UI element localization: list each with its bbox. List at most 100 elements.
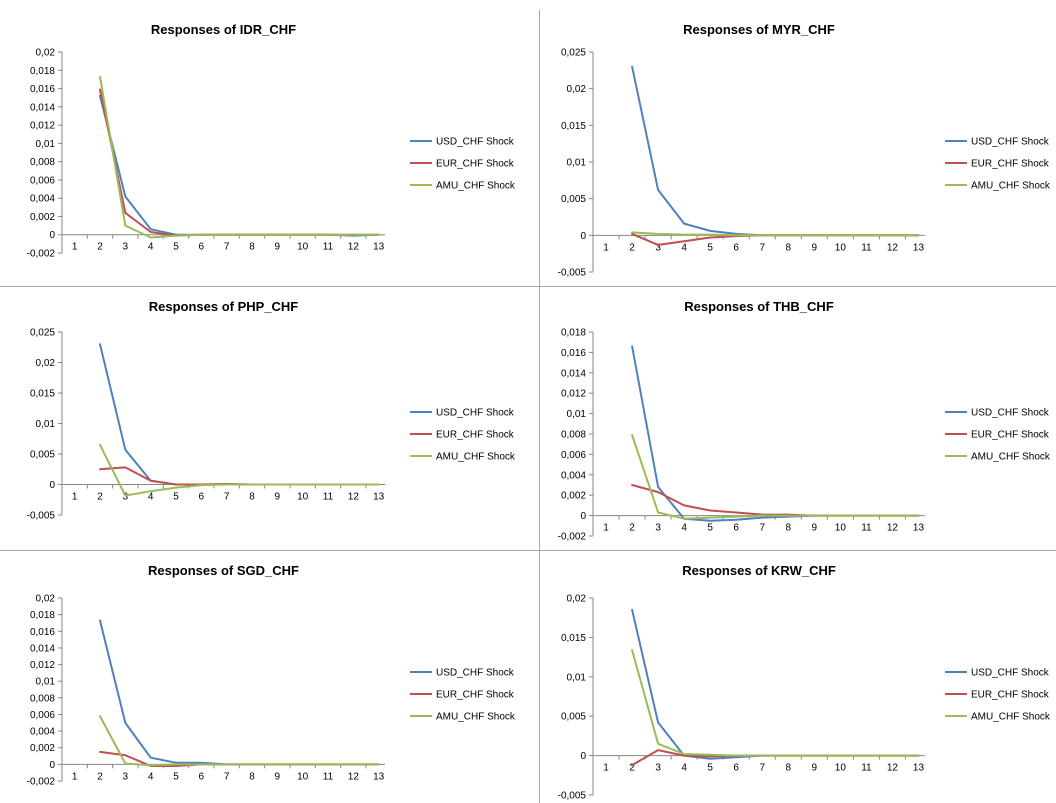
x-tick-label: 7 — [759, 242, 765, 253]
y-tick-label: 0,002 — [30, 212, 55, 223]
y-tick-label: 0,01 — [567, 672, 587, 683]
x-tick-label: 8 — [786, 523, 792, 534]
x-tick-label: 2 — [97, 242, 103, 253]
y-tick-label: 0 — [580, 231, 586, 242]
y-tick-label: 0,016 — [30, 627, 55, 638]
legend: USD_CHF Shock EUR_CHF Shock AMU_CHF Shock — [410, 668, 516, 723]
y-tick-label: 0 — [580, 511, 586, 522]
legend-label: AMU_CHF Shock — [436, 712, 516, 723]
horizontal-divider-1 — [0, 286, 1056, 287]
y-tick-label: 0,006 — [30, 710, 55, 721]
series-line-amu-chf-shock — [631, 231, 920, 237]
x-tick-label: 6 — [733, 242, 739, 253]
x-tick-label: 5 — [173, 771, 179, 782]
x-tick-label: 9 — [275, 492, 281, 503]
series-line-amu-chf-shock — [631, 649, 920, 757]
y-tick-label: 0,015 — [30, 389, 55, 400]
y-tick-label: 0,02 — [36, 594, 56, 605]
y-tick-label: 0,01 — [567, 409, 587, 420]
x-tick-label: 4 — [681, 242, 687, 253]
y-tick-label: 0,01 — [567, 158, 587, 169]
legend: USD_CHF Shock EUR_CHF Shock AMU_CHF Shock — [945, 668, 1051, 723]
x-tick-label: 8 — [249, 242, 255, 253]
y-tick-label: 0,014 — [561, 368, 586, 379]
x-tick-label: 3 — [655, 763, 661, 774]
vertical-divider — [539, 10, 540, 803]
y-tick-label: -0,005 — [558, 268, 587, 279]
y-tick-label: 0,008 — [30, 693, 55, 704]
x-tick-label: 6 — [199, 242, 205, 253]
x-tick-label: 4 — [148, 771, 154, 782]
x-tick-label: 10 — [297, 771, 309, 782]
x-tick-label: 5 — [173, 492, 179, 503]
x-tick-label: 3 — [655, 523, 661, 534]
legend-label: EUR_CHF Shock — [971, 430, 1050, 441]
x-tick-label: 7 — [759, 763, 765, 774]
x-tick-label: 5 — [707, 523, 713, 534]
y-tick-label: 0,005 — [561, 712, 586, 723]
series-line-usd-chf-shock — [631, 65, 920, 237]
chart-title: Responses of SGD_CHF — [148, 563, 299, 578]
x-tick-label: 10 — [835, 523, 847, 534]
x-tick-label: 13 — [373, 242, 385, 253]
y-tick-label: 0 — [49, 760, 55, 771]
x-tick-label: 7 — [224, 242, 230, 253]
y-tick-label: 0,016 — [561, 348, 586, 359]
y-tick-label: 0 — [49, 230, 55, 241]
series-line-eur-chf-shock — [631, 484, 920, 517]
y-tick-label: 0 — [49, 480, 55, 491]
x-tick-label: 12 — [348, 771, 360, 782]
x-tick-label: 13 — [913, 242, 925, 253]
legend: USD_CHF Shock EUR_CHF Shock AMU_CHF Shock — [945, 137, 1051, 192]
x-tick-label: 2 — [97, 492, 103, 503]
y-tick-label: 0,012 — [561, 389, 586, 400]
x-tick-label: 10 — [297, 242, 309, 253]
x-tick-label: 9 — [275, 771, 281, 782]
legend-label: EUR_CHF Shock — [971, 159, 1050, 170]
x-tick-label: 6 — [733, 763, 739, 774]
legend: USD_CHF Shock EUR_CHF Shock AMU_CHF Shock — [410, 408, 516, 463]
x-tick-label: 2 — [629, 523, 635, 534]
y-tick-label: -0,002 — [27, 777, 56, 788]
x-tick-label: 7 — [224, 492, 230, 503]
y-tick-label: 0,012 — [30, 121, 55, 132]
y-tick-label: 0,02 — [567, 594, 587, 605]
legend-label: USD_CHF Shock — [436, 408, 515, 419]
x-tick-label: 6 — [199, 771, 205, 782]
legend: USD_CHF Shock EUR_CHF Shock AMU_CHF Shock — [945, 408, 1051, 463]
x-tick-label: 6 — [199, 492, 205, 503]
y-tick-label: 0,008 — [30, 157, 55, 168]
chart-panel-5: Responses of SGD_CHF0,020,0180,0160,0140… — [27, 563, 516, 788]
legend: USD_CHF Shock EUR_CHF Shock AMU_CHF Shock — [410, 137, 516, 192]
x-tick-label: 5 — [173, 242, 179, 253]
x-tick-label: 11 — [323, 492, 334, 503]
y-tick-label: 0 — [580, 751, 586, 762]
series-line-eur-chf-shock — [99, 88, 380, 237]
y-tick-label: 0,02 — [36, 48, 56, 59]
y-tick-label: -0,005 — [558, 791, 587, 802]
x-tick-label: 12 — [348, 242, 360, 253]
x-tick-label: 8 — [249, 771, 255, 782]
x-tick-label: 12 — [348, 492, 360, 503]
chart-title: Responses of THB_CHF — [684, 299, 834, 314]
x-tick-label: 11 — [861, 763, 872, 774]
y-tick-label: 0,006 — [30, 175, 55, 186]
horizontal-divider-2 — [0, 550, 1056, 551]
y-tick-label: 0,008 — [561, 430, 586, 441]
chart-panel-6: Responses of KRW_CHF 0,02 0,015 0,01 0,005 0 -… — [558, 563, 1051, 802]
x-tick-label: 13 — [373, 771, 385, 782]
legend-label: AMU_CHF Shock — [436, 452, 516, 463]
legend-label: USD_CHF Shock — [971, 137, 1050, 148]
y-tick-label: -0,002 — [27, 249, 56, 260]
x-tick-label: 1 — [72, 492, 78, 503]
x-tick-label: 12 — [887, 763, 899, 774]
y-tick-label: 0,018 — [561, 328, 586, 339]
y-tick-label: 0,016 — [30, 84, 55, 95]
chart-panel-2: Responses of MYR_CHF 0,025 0,02 0,015 0,01 0,… — [558, 22, 1051, 279]
series-line-usd-chf-shock — [631, 345, 920, 522]
x-tick-label: 12 — [887, 523, 899, 534]
legend-label: AMU_CHF Shock — [971, 712, 1051, 723]
y-tick-label: 0,01 — [36, 139, 56, 150]
legend-label: USD_CHF Shock — [971, 668, 1050, 679]
